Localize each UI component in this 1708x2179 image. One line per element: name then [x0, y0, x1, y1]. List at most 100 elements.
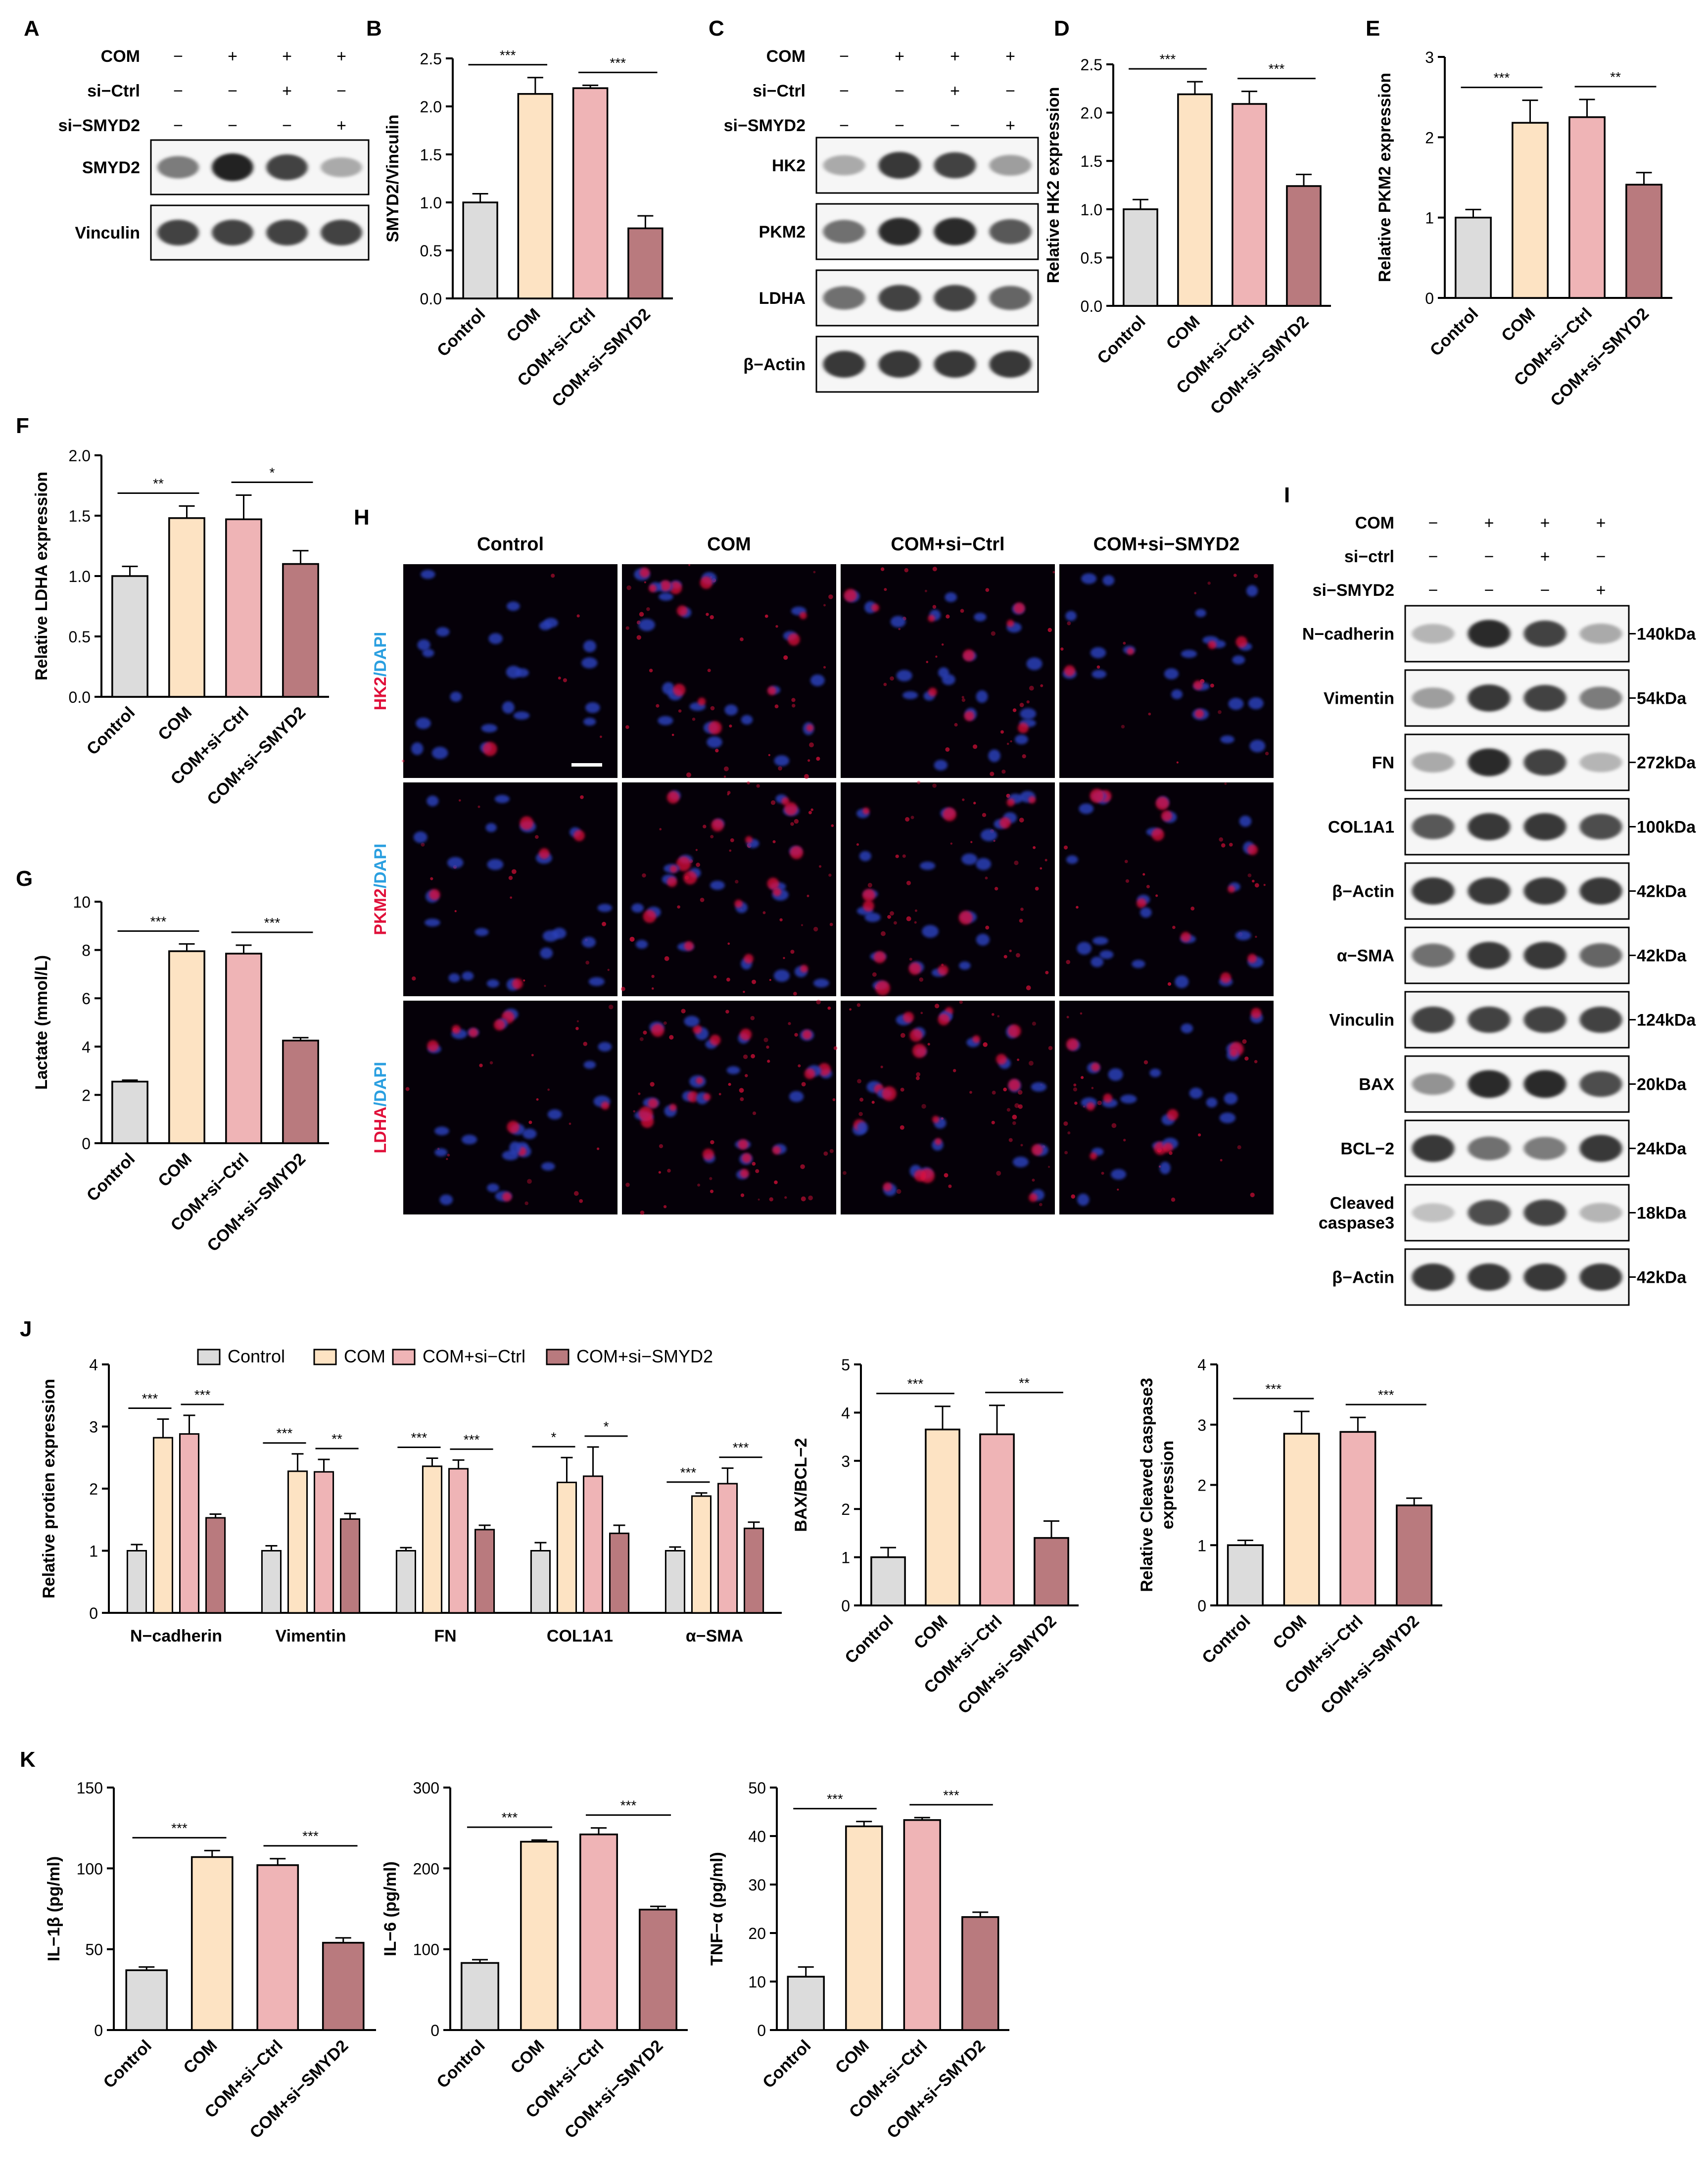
if-nucleus — [988, 749, 1001, 762]
kda-label: 272kDa — [1637, 754, 1696, 773]
if-nucleus — [1066, 855, 1078, 864]
if-signal-dot — [973, 802, 976, 805]
if-nucleus — [474, 928, 489, 936]
y-tick-label: 2.0 — [420, 98, 442, 116]
if-cytoplasm-signal — [772, 1146, 781, 1155]
if-dapi-name: DAPI — [371, 632, 390, 672]
if-signal-dot — [1012, 708, 1017, 712]
treatment-label: si−Ctrl — [87, 82, 140, 100]
bar — [579, 1833, 618, 2031]
panel-letter: F — [16, 414, 29, 438]
if-cytoplasm-signal — [744, 954, 754, 964]
bar — [282, 1039, 319, 1144]
bar — [664, 1550, 685, 1614]
if-signal-dot — [991, 1013, 995, 1016]
if-signal-dot — [629, 936, 635, 942]
y-tick-label: 10 — [73, 893, 91, 911]
if-signal-dot — [1063, 1121, 1068, 1126]
if-cytoplasm-signal — [787, 633, 800, 646]
if-signal-dot — [905, 817, 910, 822]
if-signal-dot — [650, 1082, 655, 1087]
if-signal-dot — [1247, 873, 1252, 877]
legend-label: Control — [228, 1346, 285, 1366]
if-nucleus — [431, 746, 448, 759]
if-signal-dot — [818, 865, 822, 868]
bar — [462, 201, 498, 299]
treatment-sign: + — [895, 47, 904, 66]
if-signal-dot — [1033, 846, 1036, 849]
kda-label: 100kDa — [1637, 818, 1696, 837]
if-signal-dot — [755, 1169, 759, 1173]
x-tick-label: Vimentin — [276, 1627, 346, 1646]
if-cytoplasm-signal — [784, 802, 798, 816]
if-signal-dot — [961, 698, 966, 702]
if-signal-dot — [580, 795, 584, 799]
y-tick-label: 1.0 — [69, 568, 91, 585]
if-nucleus — [659, 592, 673, 601]
if-signal-dot — [1020, 1144, 1023, 1147]
if-signal-dot — [1250, 1192, 1255, 1198]
if-signal-dot — [906, 916, 911, 921]
kda-label: 42kDa — [1637, 947, 1687, 966]
if-signal-dot — [991, 631, 996, 636]
band — [934, 218, 976, 245]
bar — [282, 563, 319, 698]
if-nucleus — [583, 1061, 596, 1069]
if-nucleus — [1228, 698, 1244, 710]
if-cytoplasm-signal — [700, 576, 712, 589]
if-nucleus — [864, 913, 881, 922]
bar — [787, 1976, 825, 2031]
if-cytoplasm-signal — [938, 1013, 950, 1025]
if-signal-dot — [1060, 647, 1064, 651]
if-nucleus — [447, 857, 464, 869]
x-tick-label: COM — [910, 1612, 951, 1653]
significance-label: *** — [733, 1440, 749, 1455]
y-axis-label: Lactate (mmol/L) — [32, 955, 51, 1090]
if-separator: / — [371, 1102, 390, 1107]
treatment-sign: + — [1005, 116, 1015, 135]
if-signal-dot — [794, 1033, 798, 1037]
if-signal-dot — [823, 1151, 828, 1156]
if-nucleus — [1195, 609, 1206, 617]
if-signal-dot — [1063, 845, 1068, 850]
if-cytoplasm-signal — [669, 865, 678, 873]
if-background — [403, 782, 617, 996]
band — [878, 218, 921, 245]
if-cytoplasm-signal — [494, 1019, 505, 1031]
if-signal-dot — [990, 772, 995, 776]
y-tick-label: 2.0 — [1081, 104, 1102, 122]
if-cytoplasm-signal — [427, 1040, 439, 1052]
if-signal-dot — [792, 704, 796, 708]
treatment-sign: − — [282, 116, 292, 135]
y-tick-label: 1 — [841, 1549, 850, 1567]
if-cytoplasm-signal — [660, 580, 671, 591]
if-signal-dot — [801, 1196, 806, 1202]
y-tick-label: 0 — [430, 2022, 439, 2039]
if-image-tile — [620, 781, 836, 996]
bar — [179, 1433, 200, 1614]
treatment-sign: + — [1596, 514, 1606, 533]
if-column-header: COM+si−SMYD2 — [1093, 534, 1240, 555]
band — [1412, 1263, 1455, 1291]
if-nucleus — [934, 760, 948, 771]
if-signal-dot — [644, 581, 646, 583]
chart-G: 0 2 4 6 8 10 Lactate (mmol/L) Control COMCOM+si−… — [32, 893, 329, 1256]
y-axis-label: Relative Cleaved caspase3 — [1138, 1378, 1156, 1592]
y-tick-label: 100 — [413, 1941, 439, 1959]
band — [989, 154, 1032, 176]
kda-label: 42kDa — [1637, 882, 1687, 901]
bar — [168, 517, 205, 698]
treatment-label: si−ctrl — [1344, 547, 1394, 566]
x-tick-label: COM+si−SMYD2 — [1207, 312, 1313, 418]
if-nucleus — [1081, 573, 1097, 584]
if-cytoplasm-signal — [928, 687, 937, 697]
if-cytoplasm-signal — [693, 1024, 702, 1034]
treatment-sign: + — [228, 47, 237, 66]
band — [823, 350, 865, 378]
if-nucleus — [417, 639, 430, 651]
blots-layer: COM − + + + si−Ctrl − − + − si−SMYD2 − − − + SMYD2 Vincu… — [58, 47, 1696, 1306]
if-signal-dot — [658, 1171, 661, 1174]
bar — [125, 1969, 168, 2031]
y-tick-label: 1 — [1425, 209, 1434, 227]
if-nucleus — [1181, 650, 1197, 658]
